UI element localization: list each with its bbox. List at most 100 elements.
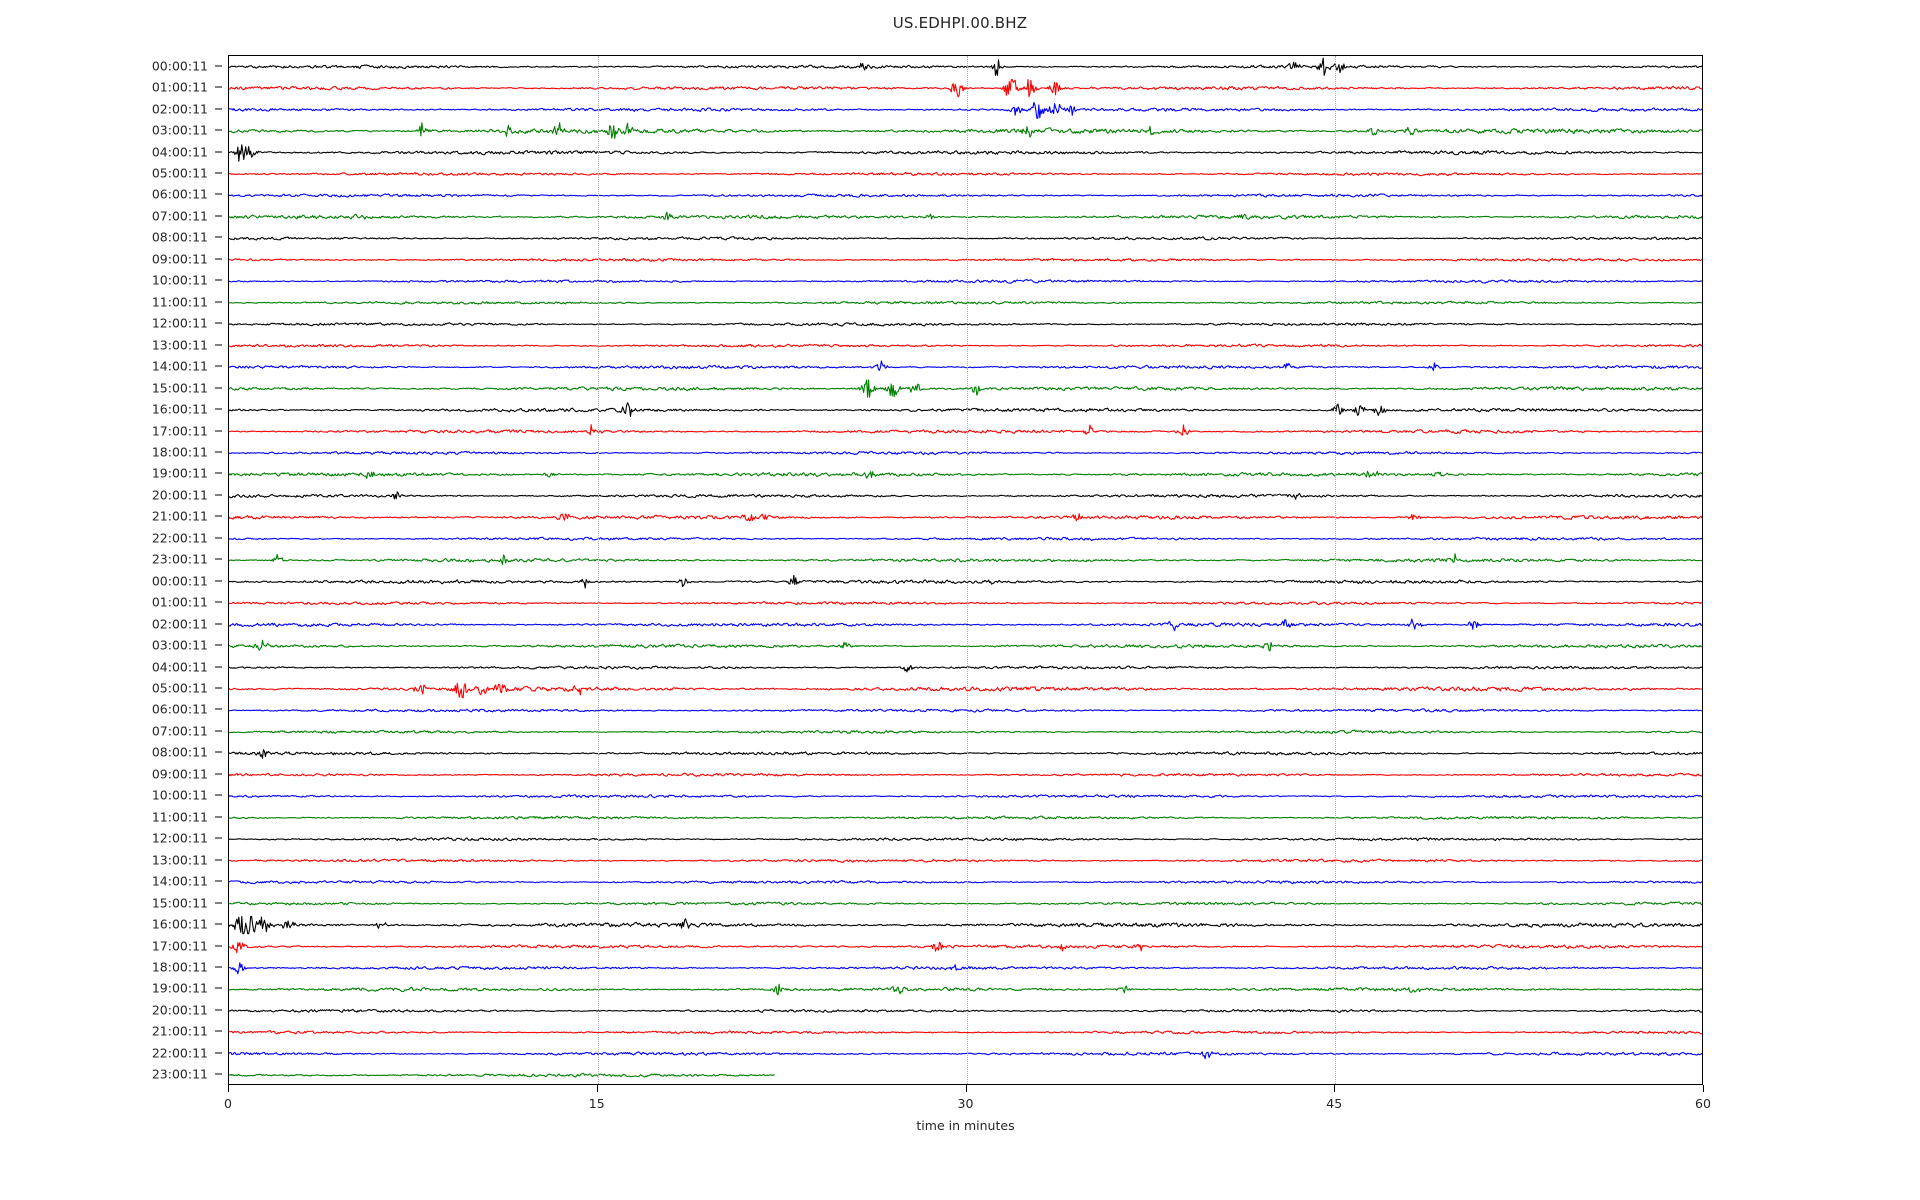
y-tick-label: 09:00:11 [151, 251, 208, 267]
y-tick-label: 20:00:11 [151, 1002, 208, 1018]
y-tick-mark [215, 322, 222, 324]
x-axis-labels: 0 15 30 45 60 [224, 1085, 1711, 1125]
y-tick-mark [215, 279, 222, 281]
y-tick-label: 06:00:11 [151, 701, 208, 717]
y-tick-label: 08:00:11 [151, 229, 208, 245]
y-tick-label: 18:00:11 [151, 959, 208, 975]
x-tick-label: 15 [588, 1096, 605, 1111]
y-tick-label: 23:00:11 [151, 1066, 208, 1082]
y-tick-mark [215, 1030, 222, 1032]
x-tick-label: 60 [1695, 1096, 1711, 1111]
y-tick-label: 07:00:11 [151, 208, 208, 224]
y-tick-label: 23:00:11 [151, 551, 208, 567]
y-tick-mark [215, 387, 222, 389]
y-tick-mark [215, 666, 222, 668]
y-tick-label: 04:00:11 [151, 659, 208, 675]
y-tick-mark [215, 537, 222, 539]
y-tick-mark [215, 923, 222, 925]
y-tick-label: 03:00:11 [151, 637, 208, 653]
y-tick-label: 05:00:11 [151, 680, 208, 696]
y-tick-mark [215, 1009, 222, 1011]
y-tick-mark [215, 1052, 222, 1054]
x-tick-mark [965, 1085, 967, 1092]
y-tick-label: 12:00:11 [151, 830, 208, 846]
y-tick-mark [215, 623, 222, 625]
y-tick-label: 18:00:11 [151, 444, 208, 460]
gridline-30 [966, 56, 968, 1084]
y-tick-mark [215, 966, 222, 968]
y-tick-label: 06:00:11 [151, 186, 208, 202]
y-tick-mark [215, 816, 222, 818]
y-tick-label: 11:00:11 [151, 809, 208, 825]
y-tick-label: 15:00:11 [151, 895, 208, 911]
y-tick-mark [215, 236, 222, 238]
y-tick-label: 01:00:11 [151, 594, 208, 610]
x-axis-title: time in minutes [916, 1118, 1015, 1133]
y-tick-mark [215, 644, 222, 646]
y-tick-label: 21:00:11 [151, 1023, 208, 1039]
y-tick-label: 00:00:11 [151, 573, 208, 589]
gridline-15 [597, 56, 599, 1084]
y-tick-mark [215, 1073, 222, 1075]
y-tick-label: 12:00:11 [151, 315, 208, 331]
y-tick-label: 19:00:11 [151, 980, 208, 996]
y-tick-mark [215, 193, 222, 195]
y-tick-mark [215, 215, 222, 217]
y-tick-label: 20:00:11 [151, 487, 208, 503]
y-tick-mark [215, 859, 222, 861]
y-tick-mark [215, 472, 222, 474]
y-tick-mark [215, 837, 222, 839]
x-tick-mark [228, 1085, 229, 1092]
y-tick-mark [215, 301, 222, 303]
y-tick-label: 15:00:11 [151, 380, 208, 396]
y-tick-label: 19:00:11 [151, 465, 208, 481]
y-tick-label: 03:00:11 [151, 122, 208, 138]
x-tick-label: 30 [957, 1096, 974, 1111]
x-tick-mark [1703, 1085, 1704, 1092]
y-tick-mark [215, 365, 222, 367]
y-tick-label: 13:00:11 [151, 337, 208, 353]
y-axis-labels: 00:00:11 01:00:11 02:00:11 03:00:11 04:00:11… [0, 55, 222, 1085]
y-tick-label: 16:00:11 [151, 401, 208, 417]
gridline-45 [1335, 56, 1337, 1084]
y-tick-label: 02:00:11 [151, 101, 208, 117]
y-tick-label: 16:00:11 [151, 916, 208, 932]
y-tick-mark [215, 945, 222, 947]
y-tick-label: 22:00:11 [151, 1045, 208, 1061]
y-tick-label: 10:00:11 [151, 787, 208, 803]
y-tick-label: 01:00:11 [151, 79, 208, 95]
y-tick-mark [215, 172, 222, 174]
y-tick-mark [215, 751, 222, 753]
y-tick-mark [215, 430, 222, 432]
y-tick-label: 08:00:11 [151, 744, 208, 760]
y-tick-mark [215, 902, 222, 904]
seismic-trace [229, 1073, 775, 1077]
y-tick-mark [215, 408, 222, 410]
y-tick-mark [215, 344, 222, 346]
x-tick-mark [596, 1085, 598, 1092]
plot-area [228, 55, 1703, 1085]
y-tick-mark [215, 880, 222, 882]
y-tick-label: 14:00:11 [151, 873, 208, 889]
y-tick-label: 22:00:11 [151, 530, 208, 546]
page-title: US.EDHPI.00.BHZ [892, 14, 1028, 32]
y-tick-label: 14:00:11 [151, 358, 208, 374]
y-tick-label: 21:00:11 [151, 508, 208, 524]
y-tick-mark [215, 773, 222, 775]
y-tick-label: 11:00:11 [151, 294, 208, 310]
y-tick-label: 04:00:11 [151, 144, 208, 160]
y-tick-mark [215, 580, 222, 582]
x-tick-label: 45 [1326, 1096, 1343, 1111]
y-tick-label: 02:00:11 [151, 616, 208, 632]
y-tick-mark [215, 515, 222, 517]
y-tick-mark [215, 987, 222, 989]
y-tick-mark [215, 258, 222, 260]
y-tick-label: 17:00:11 [151, 423, 208, 439]
y-tick-mark [215, 151, 222, 153]
x-tick-mark [1334, 1085, 1336, 1092]
y-tick-mark [215, 129, 222, 131]
y-tick-label: 09:00:11 [151, 766, 208, 782]
y-tick-mark [215, 108, 222, 110]
y-tick-mark [215, 494, 222, 496]
